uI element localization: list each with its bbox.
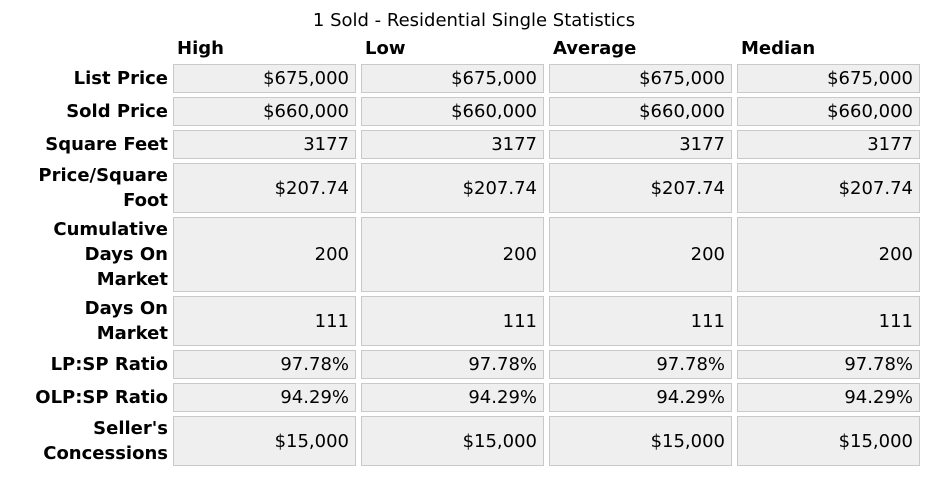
stat-cell: $675,000 <box>173 64 356 93</box>
table-row: LP:SP Ratio 97.78% 97.78% 97.78% 97.78% <box>5 350 920 379</box>
stat-cell: $207.74 <box>361 163 544 213</box>
table-row: List Price $675,000 $675,000 $675,000 $675,0… <box>5 64 920 93</box>
stat-cell: $15,000 <box>173 416 356 466</box>
stat-cell: $660,000 <box>173 97 356 126</box>
row-label: LP:SP Ratio <box>50 354 168 375</box>
stat-cell: 111 <box>549 296 732 346</box>
stat-cell: $15,000 <box>737 416 920 466</box>
row-label: Cumulative Days On Market <box>53 219 168 290</box>
stat-cell: $675,000 <box>737 64 920 93</box>
table-row: Cumulative Days On Market 200 200 200 200 <box>5 217 920 292</box>
stat-cell: $207.74 <box>549 163 732 213</box>
stat-cell: 97.78% <box>737 350 920 379</box>
stat-cell: 97.78% <box>173 350 356 379</box>
stat-cell: 111 <box>173 296 356 346</box>
row-label: OLP:SP Ratio <box>35 387 168 408</box>
table-row: Price/Square Foot $207.74 $207.74 $207.74 $2… <box>5 163 920 213</box>
stat-cell: $207.74 <box>173 163 356 213</box>
column-header-high: High <box>177 38 224 59</box>
table-row: Seller's Concessions $15,000 $15,000 $15,00… <box>5 416 920 466</box>
table-row: Days On Market 111 111 111 111 <box>5 296 920 346</box>
table-row: Sold Price $660,000 $660,000 $660,000 $660,0… <box>5 97 920 126</box>
stat-cell: 200 <box>173 217 356 292</box>
stat-cell: $15,000 <box>361 416 544 466</box>
stat-cell: 200 <box>361 217 544 292</box>
row-label: List Price <box>73 68 168 89</box>
stat-cell: 3177 <box>173 130 356 159</box>
row-label: Price/Square Foot <box>38 165 168 211</box>
stat-cell: 3177 <box>549 130 732 159</box>
row-label: Days On Market <box>84 298 168 344</box>
stat-cell: 94.29% <box>549 383 732 412</box>
stat-cell: $207.74 <box>737 163 920 213</box>
stat-cell: $675,000 <box>361 64 544 93</box>
header-row: High Low Average Median <box>5 37 920 60</box>
column-header-low: Low <box>365 38 406 59</box>
stat-cell: 94.29% <box>737 383 920 412</box>
stat-cell: 111 <box>737 296 920 346</box>
corner-cell <box>5 37 168 60</box>
stat-cell: $15,000 <box>549 416 732 466</box>
column-header-average: Average <box>553 38 637 59</box>
page-title: 1 Sold - Residential Single Statistics <box>312 10 636 31</box>
stat-cell: 97.78% <box>361 350 544 379</box>
table-row: OLP:SP Ratio 94.29% 94.29% 94.29% 94.29% <box>5 383 920 412</box>
stat-cell: 94.29% <box>173 383 356 412</box>
row-label: Square Feet <box>45 134 168 155</box>
stat-cell: 97.78% <box>549 350 732 379</box>
table-row: Square Feet 3177 3177 3177 3177 <box>5 130 920 159</box>
stat-cell: 200 <box>737 217 920 292</box>
stat-cell: $660,000 <box>361 97 544 126</box>
statistics-table: High Low Average Median List Price $675,0… <box>0 33 925 470</box>
stat-cell: 3177 <box>361 130 544 159</box>
statistics-table-body: List Price $675,000 $675,000 $675,000 $675,0… <box>5 64 920 466</box>
stat-cell: 3177 <box>737 130 920 159</box>
stat-cell: 94.29% <box>361 383 544 412</box>
stat-cell: 111 <box>361 296 544 346</box>
stat-cell: 200 <box>549 217 732 292</box>
stat-cell: $660,000 <box>549 97 732 126</box>
stat-cell: $660,000 <box>737 97 920 126</box>
row-label: Seller's Concessions <box>43 418 168 464</box>
column-header-median: Median <box>741 38 816 59</box>
row-label: Sold Price <box>66 101 168 122</box>
stat-cell: $675,000 <box>549 64 732 93</box>
